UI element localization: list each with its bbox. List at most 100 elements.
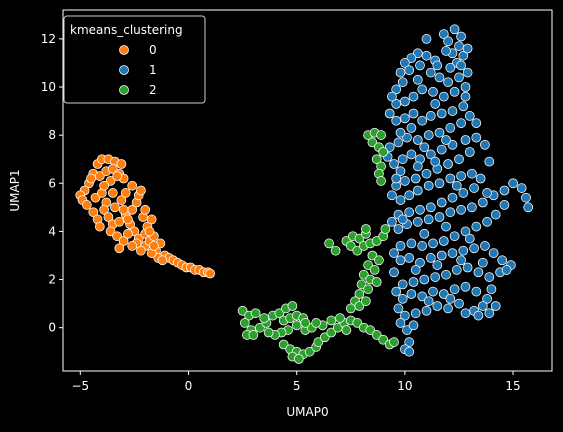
point-cluster-1 [425,67,436,78]
point-cluster-1 [523,202,534,213]
point-cluster-1 [449,284,460,295]
point-cluster-0 [107,188,118,198]
point-cluster-2 [380,224,391,234]
point-cluster-1 [488,248,499,258]
point-cluster-1 [389,267,399,278]
point-cluster-2 [371,154,382,165]
point-cluster-2 [345,303,356,314]
point-cluster-2 [374,255,384,266]
point-cluster-2 [263,327,274,338]
point-cluster-1 [415,257,425,268]
point-cluster-1 [471,118,482,128]
point-cluster-1 [434,72,445,83]
point-cluster-1 [464,111,475,121]
point-cluster-1 [456,204,466,215]
point-cluster-1 [447,192,458,203]
point-cluster-1 [458,101,469,112]
point-cluster-1 [449,231,460,242]
point-cluster-1 [441,269,451,280]
point-cluster-1 [438,289,449,299]
point-cluster-1 [447,248,458,258]
point-cluster-0 [157,255,168,266]
point-cluster-1 [400,96,410,107]
point-cluster-1 [404,207,415,218]
y-tick-label: 6 [48,176,56,190]
point-cluster-1 [408,320,419,331]
point-cluster-2 [335,313,345,323]
point-cluster-1 [421,305,432,316]
point-cluster-0 [146,214,157,225]
point-cluster-0 [94,221,105,232]
point-cluster-1 [406,149,417,160]
point-cluster-2 [378,147,389,157]
point-cluster-2 [341,325,352,335]
point-cluster-2 [367,250,378,261]
point-cluster-1 [477,301,488,311]
point-cluster-1 [434,212,445,222]
point-cluster-2 [356,279,367,290]
point-cluster-1 [464,147,475,157]
point-cluster-1 [464,233,475,244]
point-cluster-1 [395,67,406,78]
point-cluster-1 [408,91,419,102]
point-cluster-2 [369,265,380,275]
point-cluster-1 [387,190,397,201]
point-cluster-1 [389,248,399,258]
series-1 [382,24,534,357]
point-cluster-1 [449,86,460,97]
point-cluster-1 [441,221,451,232]
point-cluster-1 [425,111,436,121]
point-cluster-0 [140,204,151,215]
series-0 [75,154,215,279]
point-cluster-1 [460,135,471,145]
point-cluster-1 [425,202,436,213]
point-cluster-1 [428,286,438,297]
point-cluster-1 [469,183,479,193]
point-cluster-1 [467,168,477,179]
point-cluster-1 [400,113,410,124]
point-cluster-1 [417,84,428,95]
point-cluster-2 [300,318,311,328]
point-cluster-1 [412,135,423,145]
point-cluster-1 [484,308,495,319]
point-cluster-1 [430,272,441,282]
point-cluster-1 [462,262,473,273]
point-cluster-1 [430,156,441,167]
point-cluster-2 [274,308,285,319]
y-tick-label: 10 [41,80,56,94]
point-cluster-1 [395,318,406,328]
point-cluster-2 [311,318,322,328]
point-cluster-1 [432,301,443,311]
legend-title: kmeans_clustering [70,23,183,37]
point-cluster-1 [471,286,482,297]
point-cluster-1 [438,29,449,39]
legend: kmeans_clustering 0 1 2 [63,15,206,104]
point-cluster-1 [408,277,419,287]
point-cluster-1 [451,180,462,191]
point-cluster-1 [410,173,421,184]
point-cluster-1 [499,185,510,196]
point-cluster-1 [412,74,423,85]
point-cluster-1 [473,310,484,321]
point-cluster-0 [88,207,99,218]
point-cluster-0 [136,245,146,256]
point-cluster-2 [255,322,265,333]
point-cluster-1 [397,293,408,304]
point-cluster-1 [421,50,432,61]
y-axis: 0 2 4 6 8 10 12 [41,32,63,335]
point-cluster-1 [454,154,464,165]
x-tick-label: 10 [397,379,412,393]
point-cluster-1 [499,200,510,210]
point-cluster-1 [449,24,460,35]
point-cluster-1 [501,265,512,275]
x-tick-label: 0 [185,379,193,393]
point-cluster-1 [441,135,451,145]
point-cluster-1 [408,108,419,119]
point-cluster-1 [432,260,443,270]
point-cluster-1 [458,188,469,198]
point-cluster-1 [443,36,453,47]
point-cluster-0 [149,241,159,251]
point-cluster-1 [391,286,402,297]
point-cluster-0 [118,204,129,215]
x-tick-label: 5 [293,379,301,393]
